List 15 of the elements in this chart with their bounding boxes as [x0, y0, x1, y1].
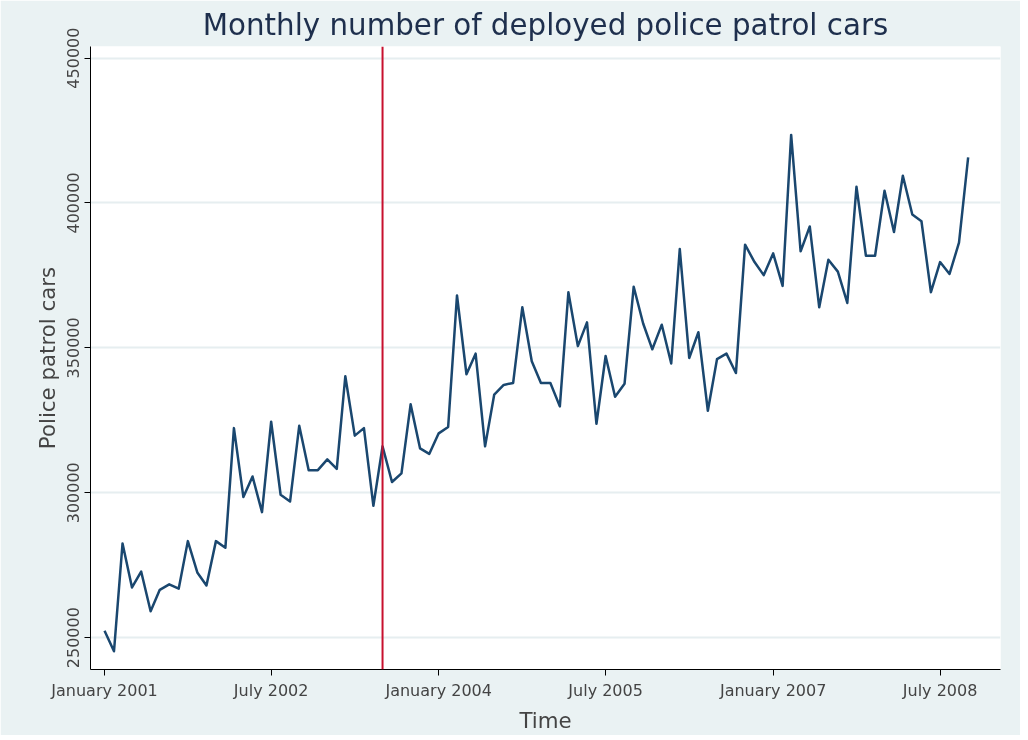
y-tick-label: 450000	[64, 27, 84, 89]
x-tick-label: July 2008	[901, 680, 978, 700]
x-tick-label: July 2005	[567, 680, 643, 700]
x-tick-label: July 2002	[232, 680, 309, 700]
chart-title: Monthly number of deployed police patrol cars	[202, 7, 889, 42]
line-series	[103, 133, 970, 653]
x-tick-label: January 2001	[50, 680, 158, 700]
y-axis-title: Police patrol cars	[34, 266, 60, 450]
x-tick-label: January 2004	[384, 680, 492, 700]
y-tick-label: 250000	[64, 607, 84, 669]
y-tick-label: 350000	[64, 317, 84, 379]
y-tick-label: 300000	[64, 462, 84, 524]
x-tick-label: January 2007	[718, 680, 827, 700]
x-axis-title: Time	[518, 707, 572, 733]
y-tick-label: 400000	[64, 172, 84, 234]
